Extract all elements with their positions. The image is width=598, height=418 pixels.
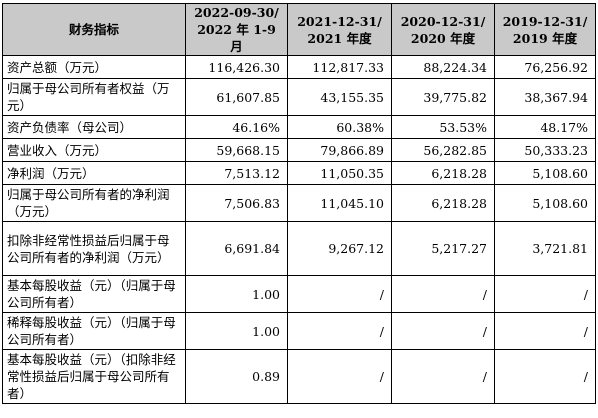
value-cell: 116,426.30 xyxy=(185,55,288,79)
value-cell: / xyxy=(391,349,495,404)
value-cell: 1.00 xyxy=(185,312,288,350)
value-cell: 7,513.12 xyxy=(185,161,288,185)
row-label: 归属于母公司所有者的净利润（万元） xyxy=(2,184,186,222)
value-cell: 61,607.85 xyxy=(185,78,288,116)
value-cell: 43,155.35 xyxy=(287,78,392,116)
value-cell: 11,050.35 xyxy=(287,161,392,185)
value-cell: 60.38% xyxy=(287,115,392,139)
value-cell: / xyxy=(494,275,596,313)
table-header: 财务指标 2022-09-30/ 2022 年 1-9 月 2021-12-31… xyxy=(2,3,596,56)
row-label: 营业收入（万元） xyxy=(2,138,186,162)
header-line: 2022 年 1-9 月 xyxy=(197,22,276,54)
value-cell: 3,721.81 xyxy=(494,221,596,276)
row-label: 净利润（万元） xyxy=(2,161,186,185)
value-cell: / xyxy=(494,349,596,404)
value-cell: 5,217.27 xyxy=(391,221,495,276)
header-line: 财务指标 xyxy=(68,22,119,37)
value-cell: 46.16% xyxy=(185,115,288,139)
value-cell: 38,367.94 xyxy=(494,78,596,116)
value-cell: 6,691.84 xyxy=(185,221,288,276)
value-cell: / xyxy=(287,312,392,350)
value-cell: / xyxy=(287,275,392,313)
row-label: 资产负债率（母公司） xyxy=(2,115,186,139)
header-line: 2021 年度 xyxy=(307,30,372,46)
header-row: 财务指标 2022-09-30/ 2022 年 1-9 月 2021-12-31… xyxy=(2,3,596,56)
row-label: 稀释每股收益（元）（归属于母公司所有者） xyxy=(2,312,186,350)
value-cell: 76,256.92 xyxy=(494,55,596,79)
row-label: 基本每股收益（元）（扣除非经常性损益后归属于母公司所有者） xyxy=(2,349,186,404)
header-cell-2021: 2021-12-31/ 2021 年度 xyxy=(287,3,392,56)
value-cell: 5,108.60 xyxy=(494,161,596,185)
value-cell: / xyxy=(391,312,495,350)
row-label: 归属于母公司所有者权益（万元） xyxy=(2,78,186,116)
value-cell: / xyxy=(287,349,392,404)
table-row: 资产负债率（母公司） 46.16% 60.38% 53.53% 48.17% xyxy=(2,115,596,139)
value-cell: 50,333.23 xyxy=(494,138,596,162)
header-cell-2020: 2020-12-31/ 2020 年度 xyxy=(391,3,495,56)
table-row: 稀释每股收益（元）（归属于母公司所有者） 1.00 / / / xyxy=(2,312,596,350)
table-row: 资产总额（万元） 116,426.30 112,817.33 88,224.34… xyxy=(2,55,596,79)
financial-indicators-table: 财务指标 2022-09-30/ 2022 年 1-9 月 2021-12-31… xyxy=(2,3,596,404)
value-cell: / xyxy=(391,275,495,313)
value-cell: / xyxy=(494,312,596,350)
row-label: 扣除非经常性损益后归属于母公司所有者的净利润（万元） xyxy=(2,221,186,276)
table-row: 营业收入（万元） 59,668.15 79,866.89 56,282.85 5… xyxy=(2,138,596,162)
table-row: 基本每股收益（元）（归属于母公司所有者） 1.00 / / / xyxy=(2,275,596,313)
value-cell: 7,506.83 xyxy=(185,184,288,222)
header-cell-2019: 2019-12-31/ 2019 年度 xyxy=(494,3,596,56)
value-cell: 9,267.12 xyxy=(287,221,392,276)
header-cell-2022: 2022-09-30/ 2022 年 1-9 月 xyxy=(185,3,288,56)
table-row: 基本每股收益（元）（扣除非经常性损益后归属于母公司所有者） 0.89 / / / xyxy=(2,349,596,404)
table-row: 归属于母公司所有者的净利润（万元） 7,506.83 11,045.10 6,2… xyxy=(2,184,596,222)
header-line: 2020 年度 xyxy=(410,30,476,46)
value-cell: 39,775.82 xyxy=(391,78,495,116)
value-cell: 6,218.28 xyxy=(391,161,495,185)
header-line: 2019 年度 xyxy=(512,30,578,46)
value-cell: 88,224.34 xyxy=(391,55,495,79)
header-cell-indicator: 财务指标 xyxy=(2,3,186,56)
table-body: 资产总额（万元） 116,426.30 112,817.33 88,224.34… xyxy=(2,55,596,404)
value-cell: 6,218.28 xyxy=(391,184,495,222)
header-line: 2020-12-31/ xyxy=(400,13,486,29)
value-cell: 5,108.60 xyxy=(494,184,596,222)
value-cell: 1.00 xyxy=(185,275,288,313)
table-row: 扣除非经常性损益后归属于母公司所有者的净利润（万元） 6,691.84 9,26… xyxy=(2,221,596,276)
value-cell: 59,668.15 xyxy=(185,138,288,162)
value-cell: 112,817.33 xyxy=(287,55,392,79)
row-label: 资产总额（万元） xyxy=(2,55,186,79)
value-cell: 79,866.89 xyxy=(287,138,392,162)
header-line: 2021-12-31/ xyxy=(297,13,382,29)
table-row: 归属于母公司所有者权益（万元） 61,607.85 43,155.35 39,7… xyxy=(2,78,596,116)
value-cell: 56,282.85 xyxy=(391,138,495,162)
table-row: 净利润（万元） 7,513.12 11,050.35 6,218.28 5,10… xyxy=(2,161,596,185)
header-line: 2019-12-31/ xyxy=(502,13,588,29)
value-cell: 53.53% xyxy=(391,115,495,139)
row-label: 基本每股收益（元）（归属于母公司所有者） xyxy=(2,275,186,313)
header-line: 2022-09-30/ xyxy=(194,5,279,20)
value-cell: 48.17% xyxy=(494,115,596,139)
value-cell: 0.89 xyxy=(185,349,288,404)
value-cell: 11,045.10 xyxy=(287,184,392,222)
